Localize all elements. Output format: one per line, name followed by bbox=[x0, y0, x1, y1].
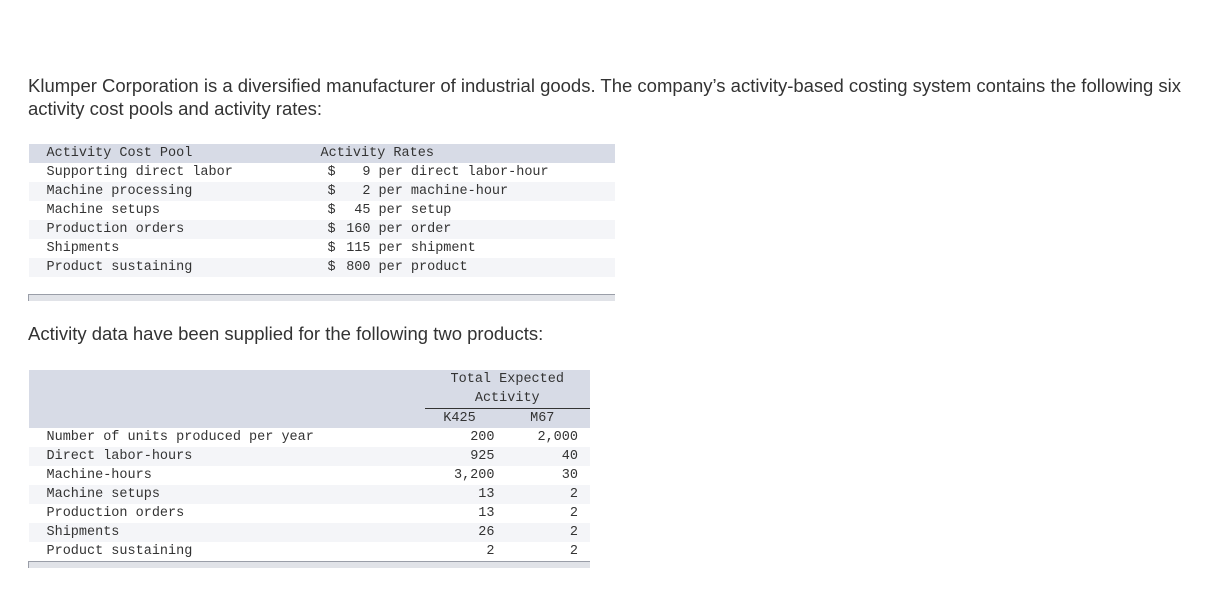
header-activity-rates: Activity Rates bbox=[320, 144, 615, 163]
m67-value: 2 bbox=[494, 542, 590, 562]
k425-value: 2 bbox=[424, 542, 495, 562]
table-row: Machine setups 13 2 bbox=[28, 485, 590, 504]
k425-value: 13 bbox=[424, 485, 495, 504]
row-label: Number of units produced per year bbox=[28, 428, 425, 447]
table-row: Machine setups $ 45 per setup bbox=[28, 201, 615, 220]
k425-value: 26 bbox=[424, 523, 495, 542]
currency: $ bbox=[320, 220, 343, 239]
row-label: Shipments bbox=[28, 523, 425, 542]
table-row: Supporting direct labor $ 9 per direct l… bbox=[28, 163, 615, 182]
activity-header-row-1: Total Expected bbox=[28, 370, 590, 428]
activity-header-row-3: K425 M67 bbox=[29, 408, 590, 428]
row-label: Direct labor-hours bbox=[28, 447, 425, 466]
m67-value: 2,000 bbox=[494, 428, 590, 447]
row-label: Machine-hours bbox=[28, 466, 425, 485]
currency: $ bbox=[320, 163, 343, 182]
currency: $ bbox=[320, 258, 343, 277]
table-row: Machine processing $ 2 per machine-hour bbox=[28, 182, 615, 201]
table-row: Product sustaining $ 800 per product bbox=[28, 258, 615, 277]
rate-unit: per order bbox=[370, 220, 615, 239]
rate-unit: per direct labor-hour bbox=[370, 163, 615, 182]
pool-name: Product sustaining bbox=[28, 258, 321, 277]
rate-amount: 800 bbox=[342, 258, 371, 277]
rate-unit: per product bbox=[370, 258, 615, 277]
row-label: Machine setups bbox=[28, 485, 425, 504]
column-header-m67: M67 bbox=[494, 408, 590, 428]
pool-name: Machine processing bbox=[28, 182, 321, 201]
k425-value: 925 bbox=[424, 447, 495, 466]
table-row: Production orders $ 160 per order bbox=[28, 220, 615, 239]
table-row: Number of units produced per year 200 2,… bbox=[28, 428, 590, 447]
header-total-expected: Total Expected bbox=[424, 370, 590, 389]
m67-value: 30 bbox=[494, 466, 590, 485]
rate-amount: 9 bbox=[342, 163, 371, 182]
rate-amount: 115 bbox=[342, 239, 371, 258]
rate-unit: per machine-hour bbox=[370, 182, 615, 201]
rate-unit: per shipment bbox=[370, 239, 615, 258]
k425-value: 13 bbox=[424, 504, 495, 523]
row-label: Product sustaining bbox=[28, 542, 425, 562]
rate-amount: 45 bbox=[342, 201, 371, 220]
table-row: Direct labor-hours 925 40 bbox=[28, 447, 590, 466]
problem-intro: Klumper Corporation is a diversified man… bbox=[28, 75, 1182, 119]
table-row: Product sustaining 2 2 bbox=[28, 542, 590, 562]
pool-name: Supporting direct labor bbox=[28, 163, 321, 182]
currency: $ bbox=[320, 201, 343, 220]
currency: $ bbox=[320, 239, 343, 258]
pool-name: Production orders bbox=[28, 220, 321, 239]
pool-name: Shipments bbox=[28, 239, 321, 258]
header-activity: Activity bbox=[424, 389, 590, 409]
table-spacer bbox=[28, 277, 615, 295]
table-row: Shipments 26 2 bbox=[28, 523, 590, 542]
header-activity-cost-pool: Activity Cost Pool bbox=[28, 144, 321, 163]
rate-amount: 2 bbox=[342, 182, 371, 201]
k425-value: 200 bbox=[424, 428, 495, 447]
activity-rates-table: Activity Cost Pool Activity Rates Suppor… bbox=[28, 144, 615, 301]
m67-value: 2 bbox=[494, 485, 590, 504]
table-row: Production orders 13 2 bbox=[28, 504, 590, 523]
table-row: Shipments $ 115 per shipment bbox=[28, 239, 615, 258]
column-header-k425: K425 bbox=[424, 408, 495, 428]
table-row: Machine-hours 3,200 30 bbox=[28, 466, 590, 485]
m67-value: 40 bbox=[494, 447, 590, 466]
table-footer-bar bbox=[28, 561, 590, 568]
pool-name: Machine setups bbox=[28, 201, 321, 220]
table-footer-bar bbox=[28, 294, 615, 301]
rate-unit: per setup bbox=[370, 201, 615, 220]
row-label: Production orders bbox=[28, 504, 425, 523]
activity-data-table: Total Expected Activity K425 M67 Number … bbox=[28, 370, 590, 568]
m67-value: 2 bbox=[494, 504, 590, 523]
m67-value: 2 bbox=[494, 523, 590, 542]
rates-header-row: Activity Cost Pool Activity Rates bbox=[28, 144, 615, 163]
activity-data-intro: Activity data have been supplied for the… bbox=[28, 323, 544, 344]
k425-value: 3,200 bbox=[424, 466, 495, 485]
rate-amount: 160 bbox=[342, 220, 371, 239]
activity-header-row-2: Activity bbox=[29, 389, 590, 409]
currency: $ bbox=[320, 182, 343, 201]
header-blank bbox=[28, 370, 425, 428]
